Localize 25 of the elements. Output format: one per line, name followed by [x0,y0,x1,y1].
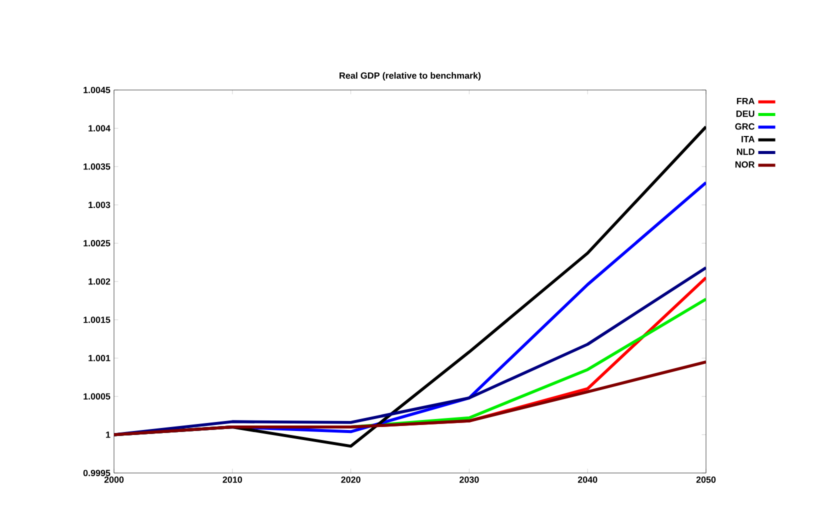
x-tick-label: 2040 [578,476,598,483]
y-tick-label: 1.0035 [84,163,110,170]
x-tick-label: 2010 [222,476,242,483]
y-tick-label: 1.0025 [84,240,110,246]
legend-label: NOR [735,161,755,168]
legend-label: NLD [736,148,754,155]
y-tick-label: 1.0015 [84,316,110,323]
legend-label: ITA [742,136,755,142]
y-tick-label: 1.001 [88,354,110,362]
x-tick-label: 2020 [341,476,360,483]
line-series [114,360,706,436]
x-tick-label: 2030 [460,476,479,483]
chart-title: Real GDP (relative to benchmark) [340,72,481,80]
x-tick-label: 2000 [104,476,124,483]
y-tick-label: 1.0005 [84,393,110,400]
y-tick-label: 1 [106,432,110,438]
y-tick-label: 1.0045 [84,86,110,94]
y-tick-label: 1.003 [88,202,110,208]
legend-label: GRC [735,123,755,130]
y-tick-label: 1.002 [88,278,110,285]
y-tick-label: 0.9995 [83,470,110,476]
legend-label: FRA [736,98,755,104]
x-tick-label: 2050 [696,476,716,483]
y-tick-label: 1.004 [88,125,110,132]
legend-label: DEU [736,110,754,117]
